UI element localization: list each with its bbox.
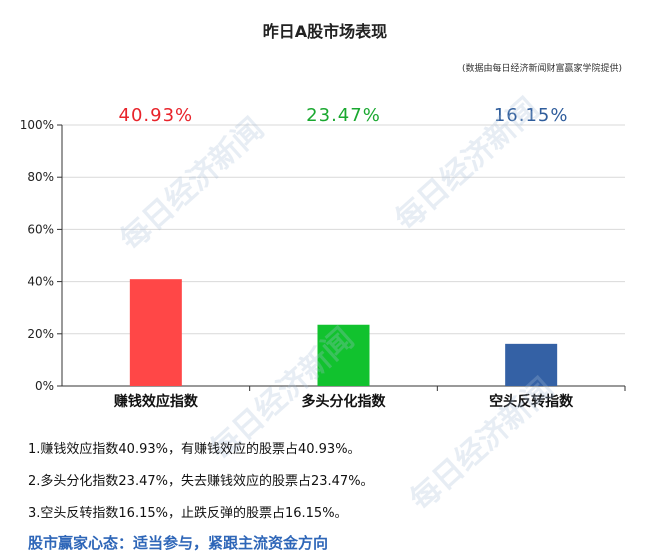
slogan: 股市赢家心态：适当参与，紧跟主流资金方向: [28, 534, 329, 552]
chart-title: 昨日A股市场表现: [262, 22, 388, 41]
y-tick-label: 40%: [27, 275, 54, 289]
x-tick-label: 空头反转指数: [489, 393, 574, 410]
bar-chart: 0% 20% 40% 60% 80% 100% 40.93% 赚钱效应指数 23.47% 多头分化…: [20, 105, 626, 410]
data-label: 40.93%: [119, 105, 194, 126]
y-tick-label: 100%: [20, 118, 54, 132]
bar: [317, 324, 370, 386]
y-tick-label: 0%: [35, 379, 54, 393]
data-label: 16.15%: [494, 105, 569, 126]
data-source-note: (数据由每日经济新闻财富赢家学院提供): [461, 64, 622, 74]
note-item: 2.多头分化指数23.47%，失去赚钱效应的股票占23.47%。: [28, 474, 374, 489]
notes-list: 1.赚钱效应指数40.93%，有赚钱效应的股票占40.93%。 2.多头分化指数…: [28, 440, 374, 536]
note-item: 3.空头反转指数16.15%，止跌反弹的股票占16.15%。: [28, 506, 348, 521]
x-tick-label: 赚钱效应指数: [113, 393, 199, 410]
y-tick-label: 80%: [27, 170, 54, 184]
data-label: 23.47%: [306, 105, 381, 126]
note-item: 1.赚钱效应指数40.93%，有赚钱效应的股票占40.93%。: [28, 442, 361, 457]
x-tick-label: 多头分化指数: [302, 393, 387, 410]
y-tick-label: 60%: [27, 222, 54, 236]
bar: [129, 279, 182, 386]
bar: [505, 343, 558, 386]
y-tick-label: 20%: [27, 327, 54, 341]
